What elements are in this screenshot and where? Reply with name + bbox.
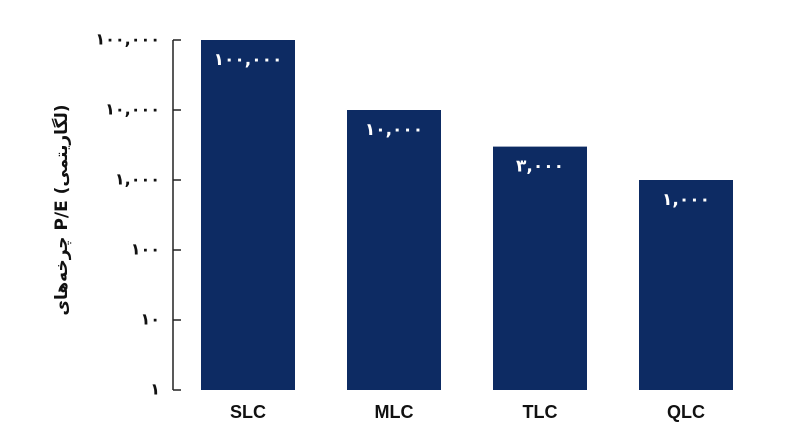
- bar: [347, 110, 441, 390]
- x-tick-label: TLC: [523, 402, 558, 422]
- bar: [639, 180, 733, 390]
- y-tick-label: ۱۰: [140, 310, 160, 329]
- y-axis-label: چرخه‌های P/E (لگاریتمی): [51, 104, 72, 315]
- y-tick-label: ۱,۰۰۰: [115, 170, 160, 189]
- bar: [493, 146, 587, 390]
- bar: [201, 40, 295, 390]
- value-label: ۱۰۰,۰۰۰: [214, 50, 283, 70]
- y-tick-label: ۱۰,۰۰۰: [105, 100, 160, 119]
- value-label: ۳,۰۰۰: [516, 157, 564, 177]
- y-tick-label: ۱۰۰: [131, 240, 160, 259]
- value-label: ۱۰,۰۰۰: [365, 120, 423, 140]
- x-tick-label: MLC: [375, 402, 414, 422]
- y-tick-label: ۱: [150, 380, 160, 399]
- x-tick-label: QLC: [667, 402, 705, 422]
- y-tick-label: ۱۰۰,۰۰۰: [95, 30, 160, 49]
- value-label: ۱,۰۰۰: [662, 190, 710, 210]
- x-tick-label: SLC: [230, 402, 266, 422]
